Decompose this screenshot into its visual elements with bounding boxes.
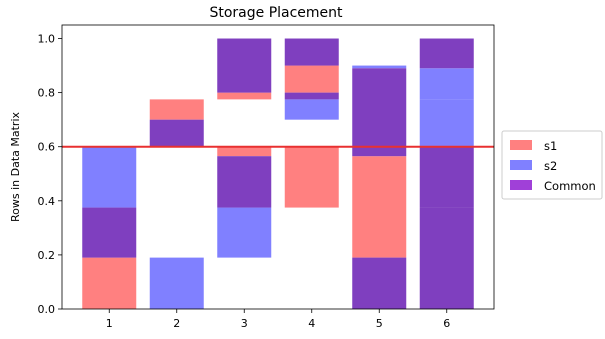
y-tick-label: 0.2 (38, 249, 56, 262)
y-tick-label: 0.6 (38, 141, 56, 154)
bar-s1-3-2 (217, 146, 272, 157)
bar-common-3-3 (217, 38, 272, 93)
bar-s2-6-5 (419, 99, 474, 147)
bar-common-6-9 (419, 146, 474, 208)
bar-s1-1-0 (82, 257, 137, 309)
ticks-layer: 0.0 0.2 0.4 0.6 0.8 1.0 1 2 3 4 5 6 (38, 33, 451, 330)
legend: s1 s2 Common (501, 130, 603, 200)
axes-layer (61, 24, 495, 310)
bars-layer (82, 38, 474, 309)
bar-s2-6-6 (419, 68, 474, 100)
x-tick-label: 1 (106, 317, 113, 330)
bar-s1-5-6 (352, 156, 407, 258)
bar-s2-3-2 (217, 207, 272, 258)
x-tick-label: 3 (241, 317, 248, 330)
x-tick-label: 6 (443, 317, 450, 330)
x-tick-label: 2 (173, 317, 180, 330)
bar-s2-2-1 (149, 257, 204, 309)
bar-s1-3-3 (217, 92, 272, 100)
y-axis-label: Rows in Data Matrix (9, 112, 22, 223)
legend-label-s2: s2 (544, 159, 557, 173)
y-tick-label: 0.8 (38, 87, 56, 100)
x-tick-label: 5 (376, 317, 383, 330)
y-tick-label: 0.4 (38, 195, 56, 208)
legend-label-s1: s1 (544, 139, 557, 153)
bar-common-2-1 (149, 119, 204, 147)
legend-label-common: Common (544, 179, 596, 193)
bar-common-6-10 (419, 38, 474, 69)
bar-s1-4-4 (284, 146, 339, 208)
y-tick-label: 0.0 (38, 303, 56, 316)
bar-s2-4-3 (284, 99, 339, 120)
bar-common-3-2 (217, 156, 272, 208)
chart-title: Storage Placement (209, 5, 343, 21)
y-tick-label: 1.0 (38, 33, 56, 46)
bar-common-5-7 (352, 68, 407, 157)
legend-swatch-common (510, 180, 532, 190)
plot-frame (61, 24, 495, 310)
bar-common-4-4 (284, 92, 339, 100)
bar-common-4-5 (284, 38, 339, 66)
x-tick-label: 4 (308, 317, 315, 330)
bar-common-1-0 (82, 207, 137, 258)
bar-s1-4-5 (284, 65, 339, 93)
bar-s2-5-4 (352, 65, 407, 69)
legend-swatch-s2 (510, 160, 532, 170)
bar-s2-1-0 (82, 146, 137, 208)
legend-swatch-s1 (510, 140, 532, 150)
bar-common-6-8 (419, 207, 474, 309)
bar-s1-2-1 (149, 99, 204, 120)
bar-common-5-6 (352, 257, 407, 309)
